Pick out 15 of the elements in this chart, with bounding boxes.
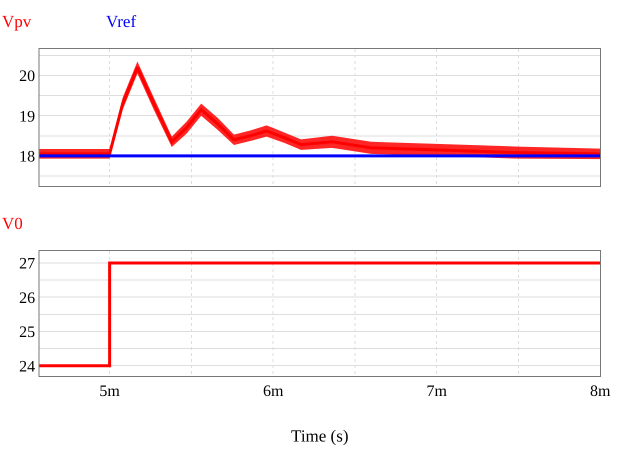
x-tick-label: 6m: [262, 383, 284, 400]
text: V0: [2, 214, 23, 233]
y-tick-label: 26: [19, 290, 36, 307]
y-tick-label: 24: [19, 358, 36, 376]
y-tick-label: 20: [19, 68, 36, 86]
y-tick-label: 27: [19, 256, 36, 273]
text: Vpv: [2, 12, 32, 31]
x-tick-label: 5m: [99, 383, 120, 400]
y-tick-label: 19: [19, 108, 36, 126]
x-tick-label: 8m: [590, 383, 612, 400]
x-tick-label: 7m: [426, 383, 448, 400]
y-tick-label: 25: [19, 324, 36, 342]
text: Vref: [106, 12, 136, 31]
y-tick-label: 18: [19, 148, 36, 166]
x-axis-title: Time (s): [291, 426, 349, 446]
